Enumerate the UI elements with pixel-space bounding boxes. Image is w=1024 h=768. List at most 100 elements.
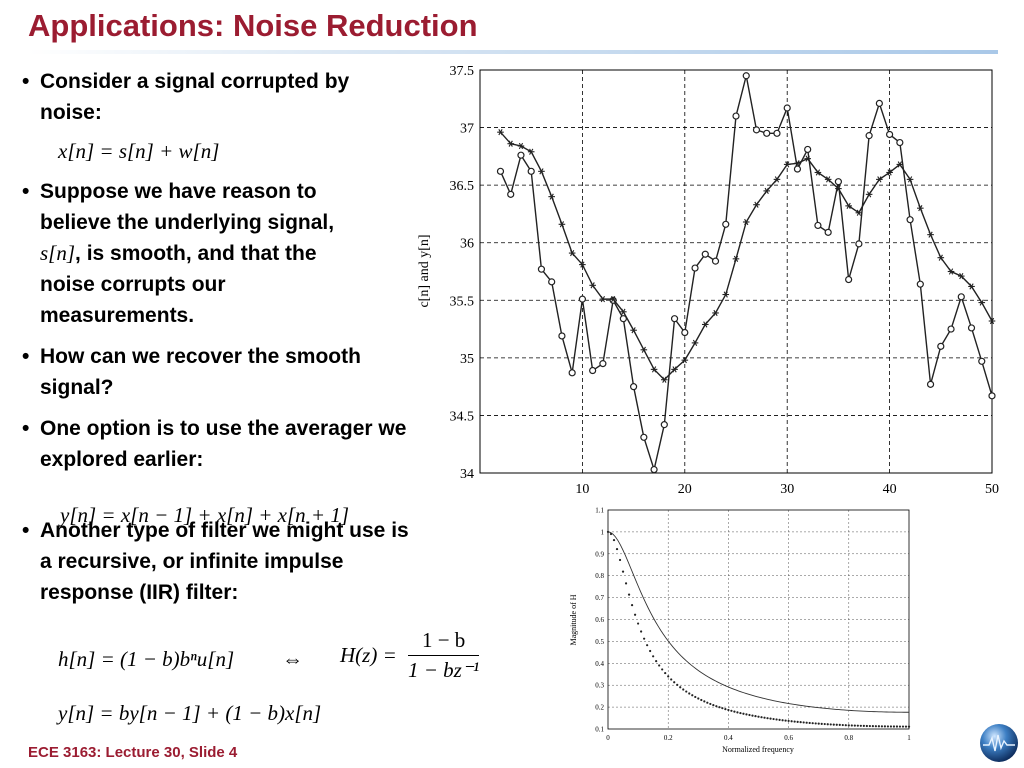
series-1-point (742, 72, 750, 80)
response-dotted-point (889, 725, 893, 728)
freq-chart-xlabel: Normalized frequency (722, 745, 794, 754)
response-dotted-point (877, 725, 880, 728)
response-dotted-point (874, 725, 877, 728)
series-2-point (845, 202, 852, 210)
response-dotted-point (859, 724, 862, 727)
series-2-point (630, 327, 637, 334)
series-2-point (691, 339, 699, 347)
response-dotted-point (901, 725, 905, 728)
series-2-point (538, 168, 545, 175)
bullet-5-text: Another type of filter we might use is a… (40, 519, 409, 604)
series-1-point (957, 293, 965, 301)
series-2-point (527, 148, 535, 155)
series-1-point (507, 190, 515, 198)
series-1-point (496, 167, 505, 175)
response-dotted-point (784, 719, 787, 722)
series-2-point (732, 255, 740, 262)
series-2-line (499, 131, 993, 381)
response-dotted-point (766, 717, 769, 720)
x-tick-label: 0 (606, 734, 610, 742)
response-dotted-point (871, 725, 874, 728)
response-dotted-point (895, 725, 899, 728)
response-dotted-point (721, 707, 724, 710)
freq-chart-frame (607, 509, 910, 730)
series-1-point (589, 366, 597, 375)
response-dotted-point (883, 725, 887, 728)
series-2-point (927, 231, 934, 238)
y-tick-label: 35 (460, 352, 474, 367)
series-1-point (906, 216, 914, 224)
series-1-point (855, 240, 863, 248)
response-dotted-point (838, 723, 841, 727)
series-1-point (804, 145, 812, 154)
response-dotted-point (814, 722, 817, 725)
y-tick-label: 0.9 (595, 550, 604, 558)
series-1-point (926, 380, 935, 388)
response-dotted-point (847, 724, 850, 727)
series-1-point (599, 360, 607, 368)
signal-chart-grid (480, 70, 992, 473)
response-dotted-point (624, 582, 628, 585)
response-dotted-point (706, 701, 709, 704)
series-2-point (640, 346, 648, 353)
bullet-1-text: Consider a signal corrupted by noise: (40, 70, 350, 124)
x-tick-label: 0.4 (724, 734, 733, 742)
series-1-point (834, 178, 842, 186)
series-1-point (650, 465, 658, 474)
transfer-denominator: 1 − bz⁻¹ (408, 658, 480, 682)
response-dotted-point (781, 719, 784, 722)
response-dotted-point (742, 712, 745, 715)
freq-chart-ticks: 0 0.2 0.4 0.6 0.8 1 0.1 0.2 0.3 0.4 0.5 0.6 0.7 0.8 0.… (595, 507, 911, 743)
y-tick-label: 36.5 (450, 179, 475, 194)
bullet-2: Suppose we have reason to believe the un… (22, 176, 370, 331)
series-1-point (722, 220, 730, 228)
series-2-point (876, 176, 883, 183)
response-dotted-point (760, 716, 763, 719)
series-2-point (712, 309, 719, 317)
response-dotted-point (661, 668, 664, 671)
series-2-point (865, 191, 873, 198)
response-dotted-point (835, 723, 838, 726)
series-1-point (537, 265, 546, 273)
x-tick-label: 1 (907, 734, 911, 742)
series-2-point (835, 185, 842, 192)
signal-chart-ticks: 10 20 30 40 50 34 34.5 35 35.5 36 36.5 37 37.5 (450, 64, 1000, 497)
bullet-1: Consider a signal corrupted by noise: (22, 66, 400, 128)
response-dotted-point (829, 723, 832, 726)
series-1-point (937, 342, 945, 350)
x-tick-label: 0.2 (664, 734, 673, 742)
bullet-4-text: One option is to use the averager we exp… (40, 417, 407, 471)
y-tick-label: 35.5 (450, 294, 475, 309)
equation-averager: y[n] = x[n − 1] + x[n] + x[n + 1] (60, 503, 350, 527)
signal-chart: 10 20 30 40 50 34 34.5 35 35.5 36 36.5 37 37.5 c[n] … (417, 64, 1000, 497)
series-2-point (517, 142, 525, 150)
response-dotted-point (841, 723, 844, 727)
series-2-point (763, 187, 771, 195)
x-tick-label: 10 (575, 482, 589, 497)
response-dotted-point (673, 681, 676, 684)
series-2-point (978, 299, 986, 306)
series-1-point (773, 129, 781, 137)
series-2-point (599, 296, 607, 303)
series-2-point (701, 321, 709, 328)
signal-chart-ylabel: c[n] and y[n] (417, 234, 432, 307)
response-dotted-point (832, 723, 835, 726)
series-2-point (814, 169, 822, 176)
series-2-point (681, 357, 689, 364)
response-dotted-point (655, 660, 658, 663)
response-dotted-point (621, 570, 625, 573)
response-dotted-point (778, 718, 781, 721)
x-tick-label: 30 (780, 482, 794, 497)
response-dotted-point (694, 695, 697, 699)
series-1-point (558, 332, 566, 340)
response-dotted-point (652, 655, 655, 658)
bullet-2-math: s[n] (40, 241, 76, 265)
series-2-point (896, 161, 904, 168)
response-dotted-point (862, 724, 865, 727)
series-2-point (589, 282, 596, 289)
series-1-point (845, 275, 853, 284)
freq-chart-series (606, 530, 911, 728)
series-2-point (783, 161, 791, 168)
response-dotted-point (904, 725, 908, 728)
series-2-point (609, 296, 617, 303)
